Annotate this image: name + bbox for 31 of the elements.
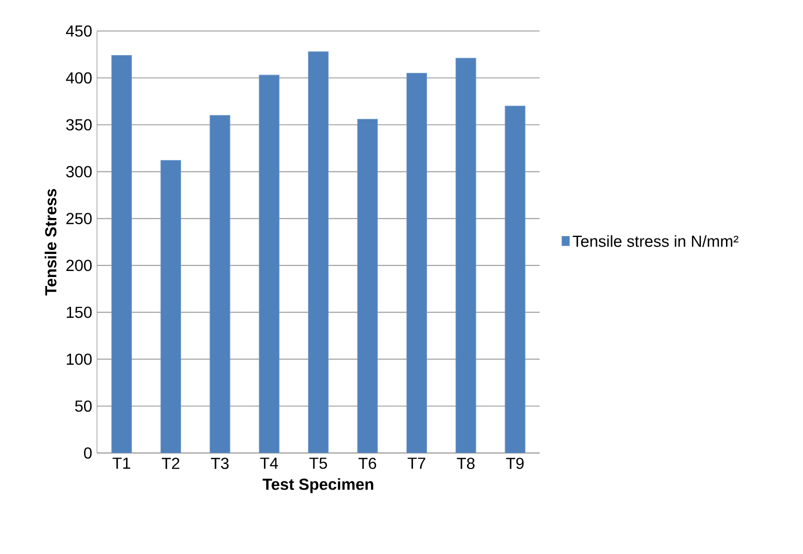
y-tick-label: 300 (66, 166, 92, 178)
y-tick-label: 350 (66, 119, 92, 130)
y-tick-label: 100 (66, 354, 92, 365)
y-axis-title: Tensile Stress (44, 189, 56, 296)
bar (504, 106, 526, 453)
y-tick-label: 450 (66, 25, 92, 37)
bar (258, 74, 280, 453)
bar (456, 58, 476, 453)
x-tick-label: T2 (162, 458, 180, 469)
bar (406, 72, 427, 453)
x-tick-label: T7 (408, 458, 426, 469)
bar (160, 160, 182, 453)
bar (357, 118, 378, 453)
legend-label: Tensile stress in N/mm² (572, 235, 738, 247)
x-tick-label: T6 (358, 458, 376, 470)
y-tick-label: 0 (84, 447, 92, 459)
x-tick-label: T3 (210, 458, 229, 470)
x-tick-label: T9 (506, 458, 524, 470)
x-tick-label: T5 (309, 458, 327, 469)
y-tick-label: 400 (66, 72, 92, 84)
bar (210, 115, 230, 453)
y-tick-label: 150 (66, 306, 92, 318)
y-tick-label: 200 (66, 260, 92, 272)
bar (308, 51, 329, 453)
x-tick-label: T1 (112, 458, 130, 469)
x-tick-label: T8 (456, 458, 475, 470)
x-tick-label: T4 (260, 458, 278, 469)
y-tick-label: 250 (66, 212, 92, 224)
x-axis-title: Test Specimen (262, 478, 374, 494)
bar (111, 55, 132, 453)
y-tick-label: 50 (75, 400, 92, 412)
